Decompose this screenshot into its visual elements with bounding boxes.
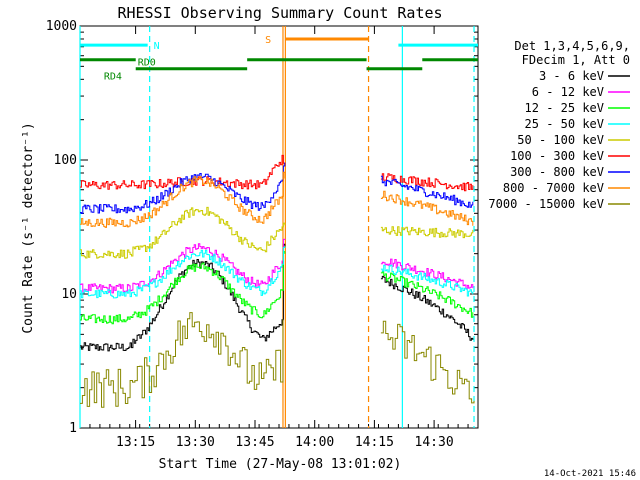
legend-entry-label: 300 - 800 keV (510, 165, 604, 179)
legend-entry-label: 50 - 100 keV (517, 133, 604, 147)
legend-entry-label: 12 - 25 keV (525, 101, 604, 115)
x-tick-label: 14:00 (295, 435, 334, 450)
legend-entry-label: 6 - 12 keV (532, 85, 604, 99)
axes-group: 1 10 100 1000 13:15 13:30 13:45 14:00 14:15 14:30 (46, 19, 479, 450)
series-group (80, 154, 475, 408)
series-line-3 (80, 246, 286, 299)
x-tick-label: 13:15 (116, 435, 155, 450)
legend-entry-label: 3 - 6 keV (539, 69, 604, 83)
series-line-2 (380, 271, 474, 318)
legend: 3 - 6 keV 6 - 12 keV 12 - 25 keV 25 - 50 ke… (488, 69, 630, 211)
state-label-rd0: RD0 (138, 58, 156, 69)
y-tick-label: 10 (61, 287, 77, 302)
legend-entry-label: 800 - 7000 keV (503, 181, 604, 195)
state-label-s: S (265, 35, 271, 46)
legend-header-line-1: Det 1,3,4,5,6,9, (514, 39, 630, 53)
y-tick-label: 1000 (46, 19, 77, 34)
x-tick-label: 14:15 (355, 435, 394, 450)
series-line-2 (80, 251, 286, 325)
series-line-1 (80, 238, 286, 294)
series-line-1 (380, 258, 474, 290)
series-line-7 (80, 171, 286, 228)
state-label-rd4: RD4 (104, 72, 122, 83)
series-line-5 (80, 154, 286, 190)
series-line-3 (380, 264, 474, 297)
series-line-4 (80, 206, 286, 259)
series-line-0 (380, 275, 474, 341)
x-axis-label: Start Time (27-May-08 13:01:02) (159, 457, 402, 472)
chart-title: RHESSI Observing Summary Count Rates (117, 4, 442, 22)
x-tick-label: 13:30 (176, 435, 215, 450)
y-tick-label: 100 (54, 153, 77, 168)
legend-entry-label: 7000 - 15000 keV (488, 197, 604, 211)
series-line-8 (80, 312, 284, 408)
legend-entry-label: 100 - 300 keV (510, 149, 604, 163)
footer-timestamp: 14-Oct-2021 15:46 (544, 469, 636, 479)
plot-frame (79, 25, 479, 429)
annotations-group: N S RD0 RD4 (79, 26, 478, 428)
series-line-6 (80, 162, 286, 214)
series-line-4 (380, 226, 474, 239)
series-line-7 (380, 190, 474, 226)
y-axis-label: Count Rate (s⁻¹ detector⁻¹) (21, 122, 36, 333)
series-line-0 (80, 243, 286, 352)
x-tick-label: 13:45 (235, 435, 274, 450)
x-tick-label: 14:30 (415, 435, 454, 450)
legend-entry-label: 25 - 50 keV (525, 117, 604, 131)
series-line-5 (380, 173, 474, 192)
y-tick-label: 1 (69, 421, 77, 436)
series-line-6 (380, 175, 474, 208)
state-label-n: N (154, 41, 160, 52)
series-line-8 (380, 320, 475, 404)
legend-header-line-2: FDecim 1, Att 0 (522, 53, 630, 67)
